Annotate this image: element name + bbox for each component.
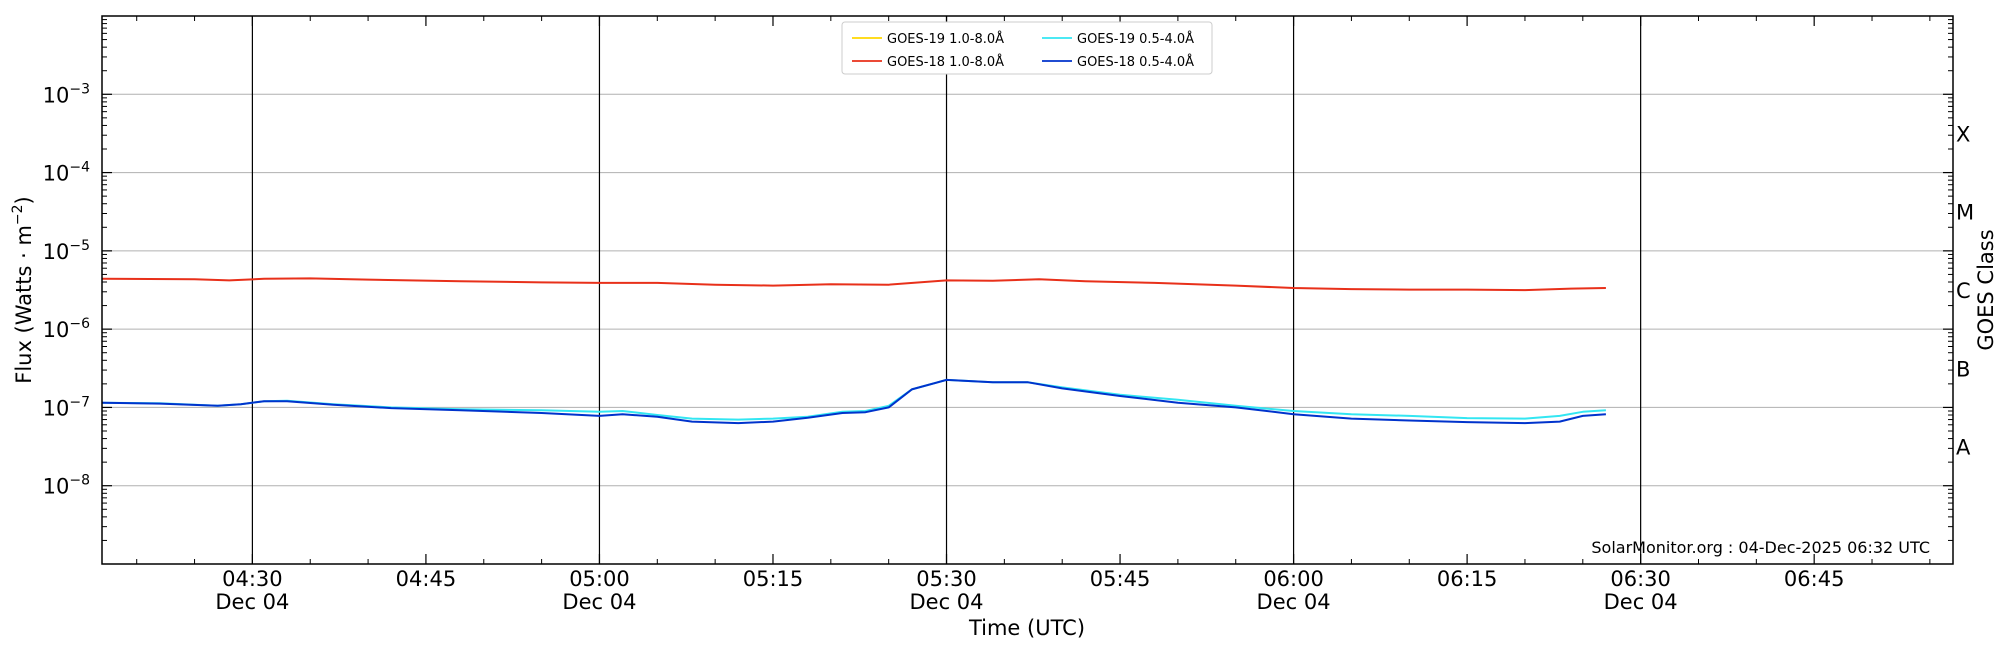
goes-class-label: X	[1956, 122, 1970, 146]
x-tick-label: 05:45	[1090, 567, 1151, 591]
y-axis-title: Flux (Watts · m−2)	[10, 196, 36, 384]
x-tick-label: 06:00	[1263, 567, 1324, 591]
legend-label: GOES-18 1.0-8.0Å	[887, 54, 1004, 70]
x-tick-date-label: Dec 04	[215, 590, 289, 614]
plot-frame	[101, 15, 1954, 565]
x-tick-date-label: Dec 04	[909, 590, 983, 614]
series-line	[101, 277, 1606, 292]
x-tick-date-label: Dec 04	[1257, 590, 1331, 614]
x-axis-title: Time (UTC)	[968, 616, 1085, 640]
y-tick-label: 10−8	[43, 473, 90, 499]
legend-label: GOES-19 1.0-8.0Å	[887, 31, 1004, 47]
goes-class-label: B	[1956, 357, 1970, 381]
plot-area	[102, 16, 1953, 564]
x-tick-label: 06:30	[1610, 567, 1671, 591]
day-lines	[251, 16, 1642, 564]
y-tick-label: 10−5	[43, 238, 90, 264]
credit-annotation: SolarMonitor.org : 04-Dec-2025 06:32 UTC	[1591, 538, 1930, 557]
x-tick-label: 06:15	[1437, 567, 1498, 591]
y-axis: 10−8 10−7 10−6 10−5 10−4 10−3	[43, 19, 1953, 541]
x-tick-label: 05:00	[569, 567, 630, 591]
y-tick-label: 10−7	[43, 394, 90, 420]
goes-class-label: C	[1956, 279, 1971, 303]
x-tick-label: 04:30	[222, 567, 283, 591]
y-tick-label: 10−3	[43, 81, 90, 107]
x-tick-label: 04:45	[396, 567, 457, 591]
x-tick-date-label: Dec 04	[1604, 590, 1678, 614]
goes-class-axis: A B C M X	[1956, 122, 1974, 459]
x-tick-label: 05:30	[916, 567, 977, 591]
y-tick-label: 10−4	[43, 160, 90, 186]
x-tick-label: 06:45	[1784, 567, 1845, 591]
x-tick-date-label: Dec 04	[562, 590, 636, 614]
x-tick-label: 05:15	[743, 567, 804, 591]
goes-class-title: GOES Class	[1974, 229, 1998, 350]
legend-label: GOES-19 0.5-4.0Å	[1077, 31, 1194, 47]
series-line	[101, 378, 1606, 425]
y-tick-label: 10−6	[43, 316, 90, 342]
legend-label: GOES-18 0.5-4.0Å	[1077, 54, 1194, 70]
goes-class-label: A	[1956, 436, 1971, 460]
legend: GOES-19 1.0-8.0Å GOES-18 1.0-8.0Å GOES-19 …	[841, 21, 1213, 75]
goes-class-label: M	[1956, 201, 1974, 225]
legend-frame	[841, 21, 1213, 75]
series-lines	[101, 277, 1606, 425]
